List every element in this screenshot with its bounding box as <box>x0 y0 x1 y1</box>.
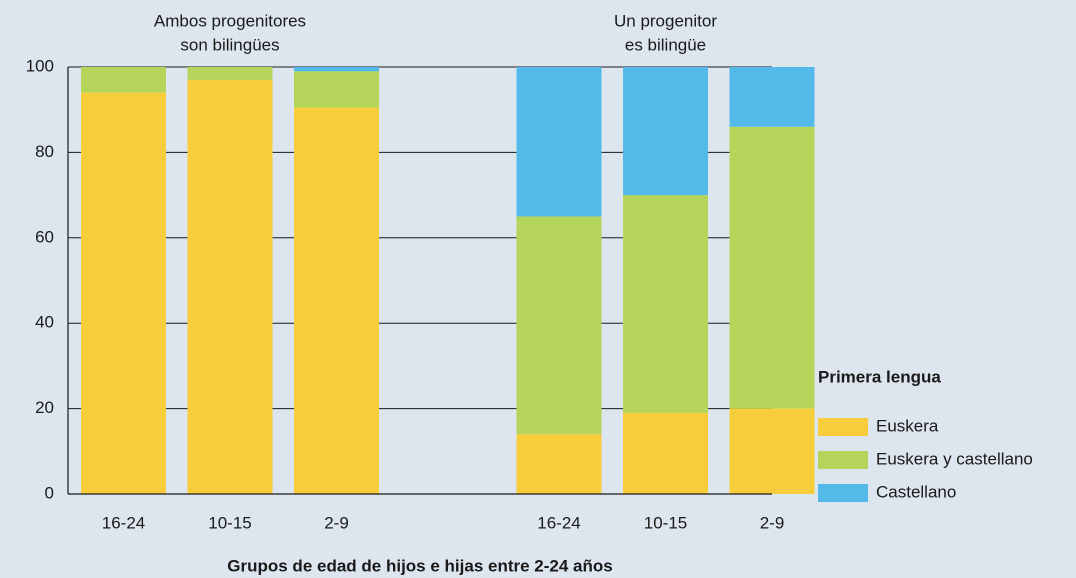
x-tick-label: 16-24 <box>102 513 145 532</box>
y-tick-label: 80 <box>35 142 54 161</box>
group-label: es bilingüe <box>625 35 706 54</box>
x-tick-label: 10-15 <box>644 513 687 532</box>
bar-segment <box>81 67 166 93</box>
legend-swatch <box>818 451 868 469</box>
bar-segment <box>294 71 379 108</box>
y-tick-label: 20 <box>35 398 54 417</box>
x-tick-label: 16-24 <box>537 513 580 532</box>
y-tick-label: 100 <box>26 56 54 75</box>
legend-label: Euskera <box>876 416 939 435</box>
bar-segment <box>294 67 379 72</box>
legend-swatch <box>818 484 868 502</box>
legend-label: Euskera y castellano <box>876 449 1033 468</box>
y-tick-label: 40 <box>35 313 54 332</box>
bar-segment <box>623 195 708 413</box>
bar-segment <box>623 67 708 196</box>
y-tick-label: 60 <box>35 227 54 246</box>
bar-segment <box>729 67 815 127</box>
bar-segment <box>516 434 602 494</box>
x-tick-label: 10-15 <box>208 513 251 532</box>
bar-segment <box>623 412 708 494</box>
bar-segment <box>294 107 379 494</box>
group-label: son bilingües <box>180 35 279 54</box>
bar-segment <box>729 408 815 494</box>
legend-swatch <box>818 418 868 436</box>
legend-label: Castellano <box>876 482 956 501</box>
bar-segment <box>81 92 166 495</box>
x-tick-label: 2-9 <box>760 513 785 532</box>
x-tick-label: 2-9 <box>324 513 349 532</box>
x-axis-title: Grupos de edad de hijos e hijas entre 2-… <box>227 556 612 575</box>
bar-segment <box>516 67 602 217</box>
group-label: Un progenitor <box>614 11 717 30</box>
bar-segment <box>187 79 273 494</box>
bar-segment <box>516 216 602 435</box>
bar-segment <box>729 126 815 409</box>
legend-title: Primera lengua <box>818 367 941 386</box>
bar-segment <box>187 67 273 80</box>
group-label: Ambos progenitores <box>154 11 306 30</box>
y-tick-label: 0 <box>45 483 54 502</box>
